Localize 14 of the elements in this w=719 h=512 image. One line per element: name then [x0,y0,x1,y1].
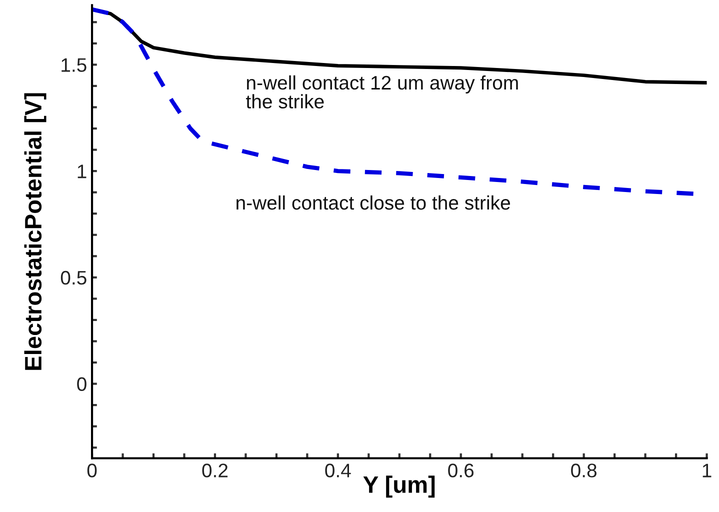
x-tick-label: 0 [87,464,97,478]
x-tick-label: 0.2 [202,464,228,478]
x-axis-title: Y [um] [363,476,435,498]
x-tick-label: 1 [702,464,712,478]
x-tick-label: 0.8 [571,464,596,478]
y-axis-title: ElectrostaticPotential [V] [24,93,46,370]
x-tick-label: 0.6 [448,464,474,478]
y-tick-label: 0 [77,377,86,392]
y-tick-label: 1 [78,164,86,178]
x-tick-label: 0.4 [325,464,351,478]
annotation: n-well contact 12 um away from the strike [246,75,518,108]
y-tick-label: 1.5 [62,58,86,72]
annotation: n-well contact close to the strike [236,195,510,210]
y-tick-label: 0.5 [60,270,86,285]
